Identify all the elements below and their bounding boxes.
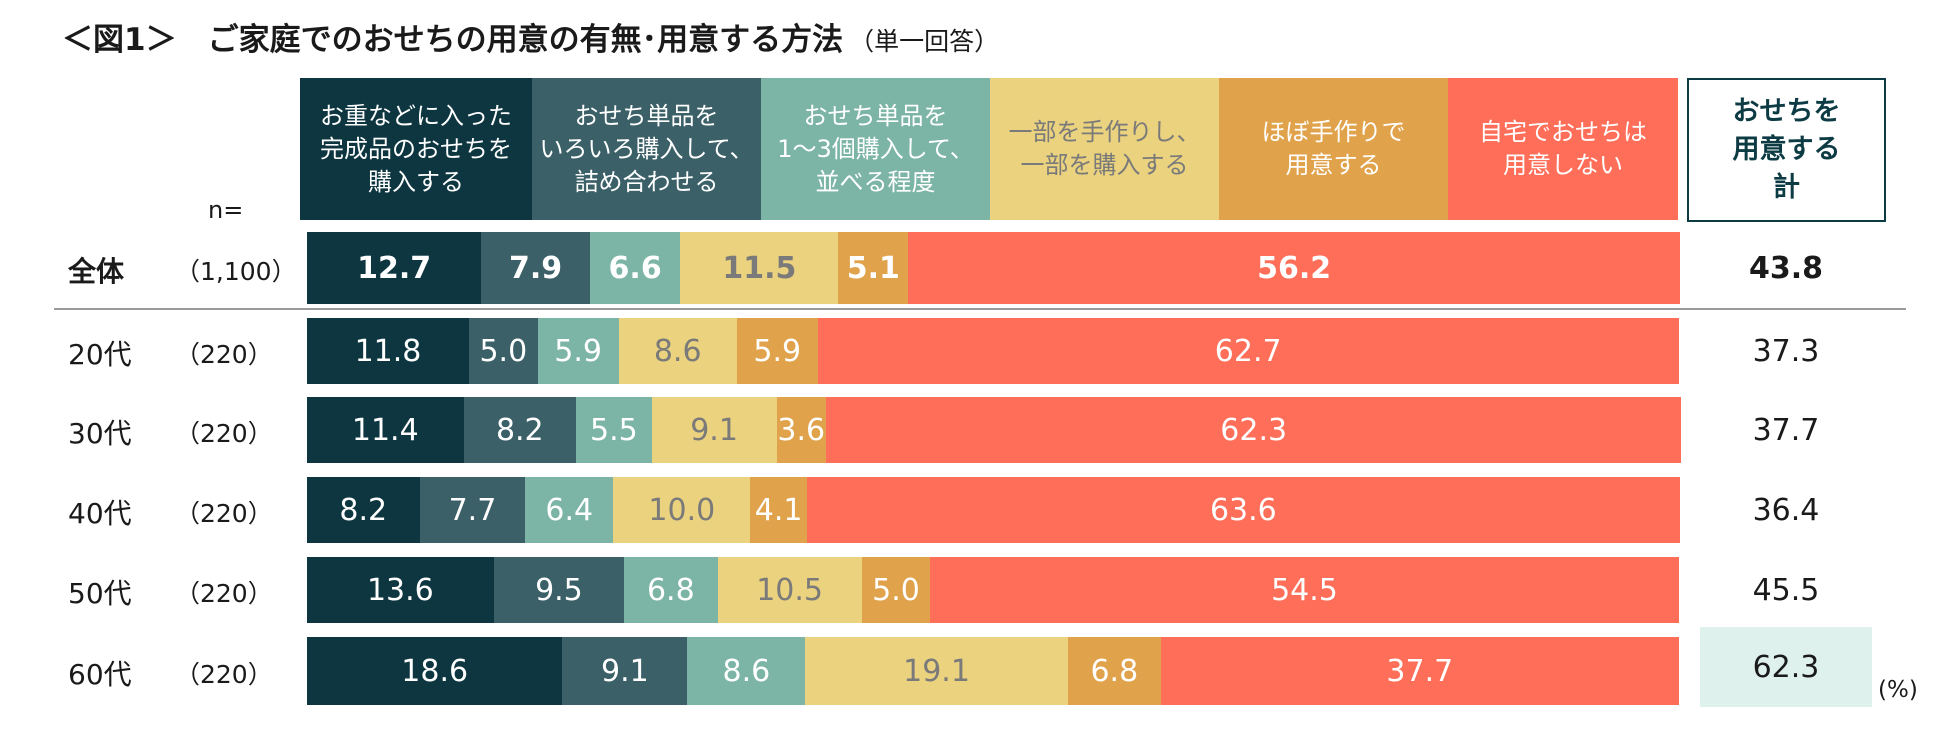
bar-segment: 9.1 [651, 397, 777, 463]
bar-segment: 8.6 [687, 637, 806, 705]
row-total-value: 37.3 [1752, 333, 1820, 369]
row-sample-size: （220） [175, 579, 273, 608]
bar-segment: 9.5 [493, 557, 625, 623]
bar-segment: 6.4 [525, 477, 614, 543]
chart-title-sub: （単一回答） [849, 27, 1000, 56]
bar-segment: 62.3 [825, 397, 1682, 463]
bar-segment: 3.6 [776, 397, 826, 463]
row-total-value: 36.4 [1752, 492, 1820, 528]
bar-segment: 6.8 [1067, 637, 1161, 705]
bar-segment: 11.5 [680, 232, 839, 304]
row-label: 50代 [68, 577, 132, 610]
bar-segment: 5.1 [838, 232, 909, 304]
bar-segment: 6.6 [589, 232, 681, 304]
row-sample-size: （220） [175, 660, 273, 689]
legend-item-4: 一部を手作りし、 一部を購入する [990, 78, 1219, 220]
bar-segment: 10.5 [717, 557, 862, 623]
bar-segment: 5.0 [469, 318, 538, 384]
legend-item-2: おせち単品を いろいろ購入して、 詰め合わせる [532, 78, 761, 220]
bar-segment: 13.6 [307, 557, 494, 623]
bar-segment: 11.4 [307, 397, 464, 463]
bar-segment: 7.7 [419, 477, 526, 543]
legend-item-label: お重などに入った 完成品のおせちを 購入する [320, 101, 512, 196]
row-sample-size: （220） [175, 340, 273, 369]
bar-segment: 54.5 [930, 557, 1679, 623]
bar-segment: 5.0 [861, 557, 931, 623]
row-label: 20代 [68, 338, 132, 371]
bar-segment: 5.9 [537, 318, 619, 384]
bar-segment: 5.5 [576, 397, 652, 463]
row-total-value: 37.7 [1752, 412, 1820, 448]
row-sample-size: （220） [175, 499, 273, 528]
bar-segment: 8.6 [618, 318, 737, 384]
bar-segment: 56.2 [908, 232, 1680, 304]
bar-segment: 37.7 [1161, 637, 1679, 705]
bar-segment: 19.1 [805, 637, 1068, 705]
legend-item-1: お重などに入った 完成品のおせちを 購入する [300, 78, 532, 220]
bar-segment: 11.8 [307, 318, 469, 384]
row-label: 30代 [68, 417, 132, 450]
bar-segment: 10.0 [613, 477, 751, 543]
bar-segment: 5.9 [736, 318, 818, 384]
row-sample-size: （1,100） [175, 257, 297, 286]
legend-item-label: おせち単品を 1～3個購入して、 並べる程度 [777, 101, 974, 196]
row-label: 60代 [68, 658, 132, 691]
bar-segment: 8.2 [463, 397, 577, 463]
row-total-value: 45.5 [1752, 572, 1820, 608]
bar-segment: 9.1 [562, 637, 688, 705]
legend-item-5: ほぼ手作りで 用意する [1219, 78, 1448, 220]
total-divider-line [54, 308, 1906, 310]
row-label: 全体 [68, 255, 125, 288]
total-column-header: おせちを 用意する 計 [1687, 78, 1886, 222]
bar-segment: 8.2 [307, 477, 420, 543]
unit-label: (%) [1878, 677, 1918, 703]
legend-item-label: 一部を手作りし、 一部を購入する [1008, 118, 1201, 179]
bar-segment: 7.9 [481, 232, 590, 304]
chart-title: ＜図1＞ ご家庭でのおせちの用意の有無･用意する方法 （単一回答） [62, 14, 999, 59]
bar-segment: 12.7 [307, 232, 482, 304]
bar-segment: 18.6 [307, 637, 563, 705]
chart-title-main: ＜図1＞ ご家庭でのおせちの用意の有無･用意する方法 [62, 22, 844, 58]
legend-item-6: 自宅でおせちは 用意しない [1448, 78, 1678, 220]
row-label: 40代 [68, 497, 132, 530]
legend-item-label: おせち単品を いろいろ購入して、 詰め合わせる [539, 101, 754, 196]
row-total-value: 43.8 [1748, 250, 1824, 286]
bar-segment: 6.8 [624, 557, 718, 623]
bar-segment: 63.6 [806, 477, 1680, 543]
total-header-label: おせちを 用意する 計 [1732, 96, 1841, 203]
bar-segment: 62.7 [817, 318, 1679, 384]
bar-segment: 4.1 [750, 477, 807, 543]
row-total-value: 62.3 [1700, 627, 1872, 707]
sample-size-label: n= [208, 196, 244, 224]
row-sample-size: （220） [175, 419, 273, 448]
legend-item-3: おせち単品を 1～3個購入して、 並べる程度 [761, 78, 990, 220]
legend-item-label: ほぼ手作りで 用意する [1261, 118, 1406, 179]
legend-item-label: 自宅でおせちは 用意しない [1479, 118, 1647, 179]
